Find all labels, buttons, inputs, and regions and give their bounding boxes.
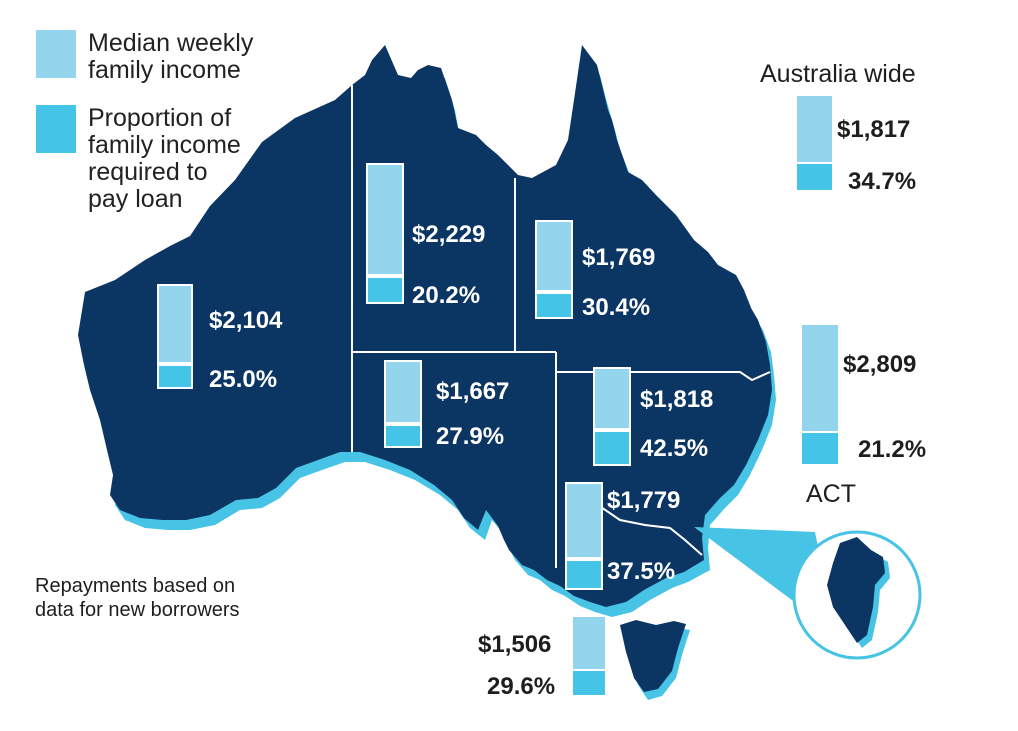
mainland: [78, 45, 772, 607]
wa-income-bar: [157, 284, 193, 364]
legend-share-line: pay loan: [88, 185, 183, 213]
act-share-bar: [802, 433, 838, 464]
australia-wide-share-bar: [797, 164, 832, 190]
act-label: ACT: [806, 480, 856, 508]
sa-share-bar: [384, 424, 422, 448]
nt-income-bar: [366, 163, 404, 276]
nt-share-bar: [366, 276, 404, 304]
tas-share-value: 29.6%: [487, 673, 556, 700]
legend-share-line: Proportion of: [88, 104, 232, 132]
vic-income-bar: [565, 482, 603, 559]
tasmania: [620, 620, 686, 692]
legend-share-swatch: [36, 105, 76, 153]
wa-share-value: 25.0%: [209, 366, 278, 393]
nt-share-value: 20.2%: [412, 282, 481, 309]
vic-income-value: $1,779: [607, 487, 681, 514]
tas-income-bar: [573, 617, 605, 669]
nsw-income-value: $1,818: [640, 386, 714, 413]
legend-share-line: family income: [88, 131, 241, 159]
act-share-value: 21.2%: [858, 436, 927, 463]
sa-share-value: 27.9%: [436, 423, 505, 450]
act-income-bar: [802, 325, 838, 431]
methodology-note: Repayments based on data for new borrowe…: [35, 574, 240, 622]
nsw-share-bar: [593, 430, 631, 466]
sa-income-bar: [384, 360, 422, 424]
qld-share-value: 30.4%: [582, 294, 651, 321]
australia-wide-title: Australia wide: [760, 60, 916, 88]
qld-income-value: $1,769: [582, 244, 656, 271]
legend-income-swatch: [36, 30, 76, 78]
wa-income-value: $2,104: [209, 307, 283, 334]
australia-wide-income-value: $1,817: [837, 116, 911, 143]
nsw-income-bar: [593, 367, 631, 430]
qld-income-bar: [535, 220, 573, 292]
legend-income-line: family income: [88, 56, 241, 84]
legend-share-line: required to: [88, 158, 208, 186]
legend-income-line: Median weekly: [88, 29, 254, 57]
tas-income-value: $1,506: [478, 631, 552, 658]
australia-wide-income-bar: [797, 96, 832, 162]
australia-wide-share-value: 34.7%: [848, 168, 917, 195]
state-borders: [351, 85, 771, 568]
vic-share-value: 37.5%: [607, 558, 676, 585]
act-income-value: $2,809: [843, 351, 917, 378]
wa-share-bar: [157, 364, 193, 389]
sa-income-value: $1,667: [436, 378, 510, 405]
tas-share-bar: [573, 671, 605, 695]
legend-share: Proportion of family income required to …: [36, 105, 241, 213]
qld-share-bar: [535, 292, 573, 319]
act-shape: [827, 537, 885, 643]
legend-income-label: Median weekly family income: [88, 30, 253, 84]
note-line: Repayments based on: [35, 575, 236, 597]
note-line: data for new borrowers: [35, 599, 240, 621]
legend-share-label: Proportion of family income required to …: [88, 105, 241, 213]
nt-income-value: $2,229: [412, 221, 486, 248]
legend-income: Median weekly family income: [36, 30, 253, 84]
nsw-share-value: 42.5%: [640, 435, 709, 462]
vic-share-bar: [565, 559, 603, 590]
